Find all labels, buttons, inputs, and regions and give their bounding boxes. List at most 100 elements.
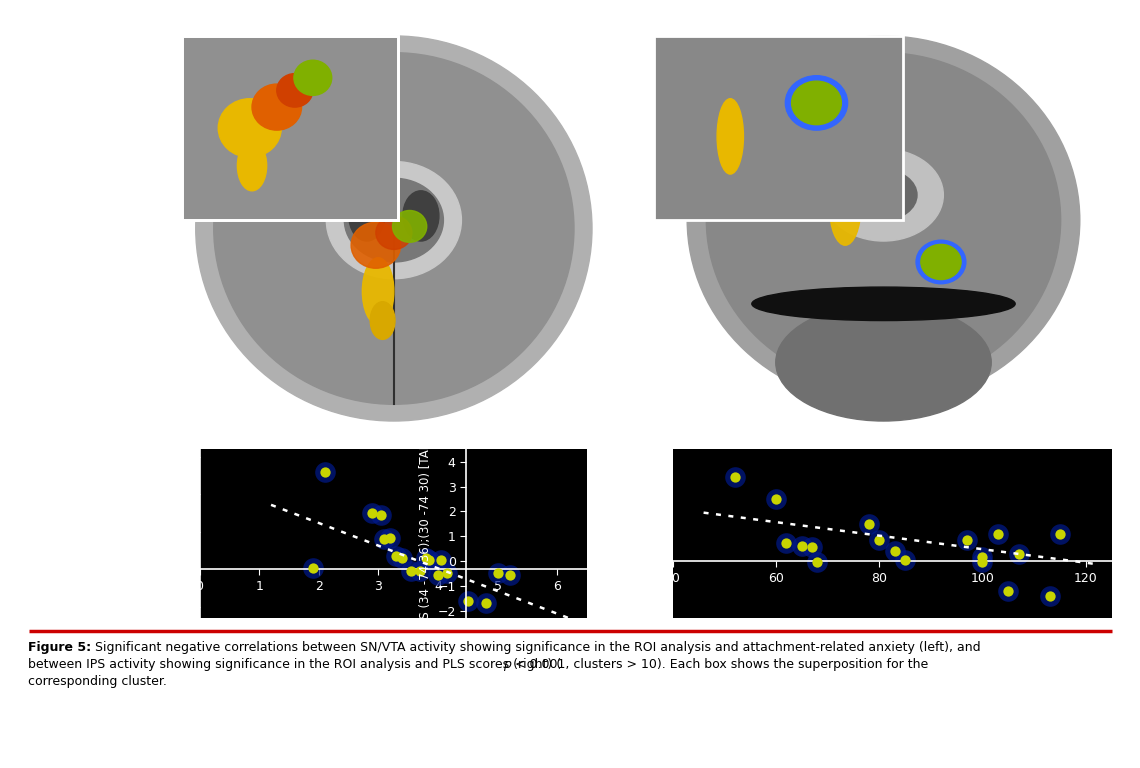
Bar: [653, 36, 903, 220]
Point: [974, 551, 992, 564]
Point: [432, 554, 450, 566]
Point: [808, 556, 826, 568]
Text: Figure 5:: Figure 5:: [28, 641, 91, 654]
Point: [767, 493, 785, 505]
Bar: [182, 36, 398, 220]
Point: [412, 565, 430, 578]
Y-axis label: IPS (34 -74 36);(30 -74 30) [TAL]: IPS (34 -74 36);(30 -74 30) [TAL]: [418, 439, 432, 629]
Point: [974, 556, 992, 568]
Point: [438, 567, 456, 579]
Point: [725, 471, 743, 483]
Point: [477, 597, 495, 609]
Circle shape: [277, 74, 312, 107]
Point: [803, 541, 821, 554]
Ellipse shape: [707, 53, 1060, 388]
Point: [373, 509, 391, 521]
Point: [402, 565, 421, 578]
Point: [364, 507, 382, 519]
Circle shape: [917, 240, 966, 283]
Point: [1041, 590, 1059, 602]
Point: [438, 567, 456, 579]
Ellipse shape: [213, 53, 575, 404]
Point: [373, 509, 391, 521]
Point: [886, 545, 904, 557]
Point: [429, 569, 447, 581]
Point: [458, 595, 477, 607]
Point: [402, 565, 421, 578]
Point: [860, 518, 878, 530]
Text: < 0.001, clusters > 10). Each box shows the superposition for the: < 0.001, clusters > 10). Each box shows …: [515, 658, 928, 671]
Circle shape: [351, 222, 400, 268]
Point: [1051, 528, 1069, 540]
Ellipse shape: [687, 36, 1080, 404]
Point: [1041, 590, 1059, 602]
Point: [500, 569, 519, 581]
Point: [792, 540, 811, 552]
Bar: [182, 36, 398, 220]
Ellipse shape: [349, 190, 385, 241]
Bar: [653, 36, 903, 220]
Y-axis label: SN/VTA (16 -23 -18): (14 -22 14) [TAL]: SN/VTA (16 -23 -18): (14 -22 14) [TAL]: [152, 422, 165, 646]
Point: [886, 545, 904, 557]
Point: [767, 493, 785, 505]
Point: [420, 554, 438, 566]
Ellipse shape: [326, 161, 462, 279]
Point: [417, 552, 435, 564]
Point: [974, 556, 992, 568]
Point: [1009, 548, 1027, 561]
Point: [958, 534, 976, 546]
Ellipse shape: [830, 170, 861, 245]
Point: [458, 595, 477, 607]
Text: Significant negative correlations between SN/VTA activity showing significance i: Significant negative correlations betwee…: [95, 641, 980, 654]
Point: [393, 552, 412, 564]
Point: [500, 569, 519, 581]
Circle shape: [785, 76, 847, 130]
Circle shape: [294, 60, 332, 95]
Point: [388, 550, 406, 562]
Point: [958, 534, 976, 546]
Point: [303, 561, 321, 574]
Point: [477, 597, 495, 609]
Ellipse shape: [363, 258, 394, 325]
Point: [999, 584, 1017, 597]
Circle shape: [218, 99, 282, 157]
Point: [1051, 528, 1069, 540]
Point: [420, 554, 438, 566]
Ellipse shape: [717, 99, 743, 174]
Point: [393, 552, 412, 564]
Ellipse shape: [237, 141, 267, 190]
Circle shape: [376, 216, 412, 250]
Point: [429, 569, 447, 581]
Text: y = -74: y = -74: [850, 458, 917, 477]
Point: [1009, 548, 1027, 561]
Ellipse shape: [344, 178, 443, 262]
Point: [803, 541, 821, 554]
Point: [870, 534, 888, 546]
Point: [417, 552, 435, 564]
Point: [489, 567, 507, 579]
Point: [375, 533, 393, 545]
Point: [316, 465, 334, 478]
Ellipse shape: [370, 302, 394, 339]
Point: [896, 554, 914, 566]
Bar: [182, 36, 398, 220]
Point: [725, 471, 743, 483]
Point: [808, 556, 826, 568]
Point: [388, 550, 406, 562]
X-axis label: Attachment-anxiety score: Attachment-anxiety score: [299, 632, 488, 647]
Point: [364, 507, 382, 519]
Point: [381, 531, 399, 544]
Point: [870, 534, 888, 546]
Point: [432, 554, 450, 566]
Point: [303, 561, 321, 574]
Point: [988, 528, 1007, 540]
Text: p: p: [504, 658, 511, 671]
Point: [792, 540, 811, 552]
Ellipse shape: [402, 190, 439, 241]
Ellipse shape: [775, 304, 991, 421]
Point: [974, 551, 992, 564]
Circle shape: [921, 244, 961, 280]
Point: [316, 465, 334, 478]
Circle shape: [791, 81, 841, 124]
Circle shape: [252, 84, 302, 130]
